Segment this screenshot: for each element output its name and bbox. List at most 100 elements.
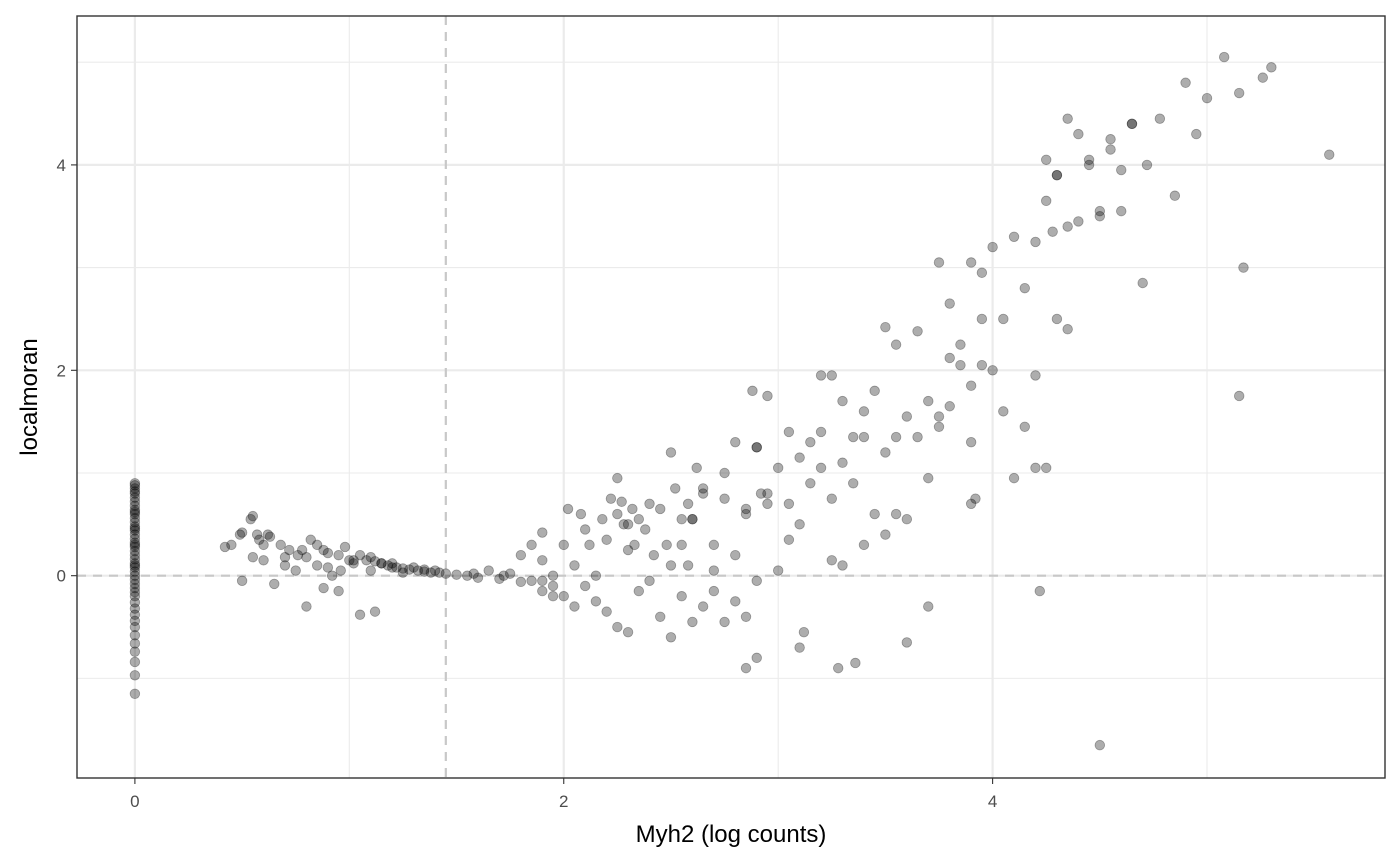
data-point <box>129 609 141 620</box>
data-point <box>440 568 452 579</box>
data-point <box>627 503 638 515</box>
data-point <box>858 406 870 417</box>
x-tick-label: 2 <box>559 792 568 811</box>
data-point <box>665 560 677 571</box>
data-point <box>1030 462 1041 474</box>
data-point <box>640 524 651 535</box>
data-point <box>526 539 537 551</box>
data-point <box>397 567 409 578</box>
data-point <box>129 630 141 641</box>
data-point <box>129 545 141 557</box>
data-point <box>311 539 323 551</box>
data-point <box>1083 154 1095 165</box>
data-point <box>129 646 141 657</box>
data-point <box>880 321 891 333</box>
data-point <box>129 621 141 633</box>
data-point <box>129 529 141 540</box>
data-point <box>129 638 141 649</box>
data-point <box>311 560 323 571</box>
data-point <box>858 431 870 443</box>
data-point <box>751 442 762 453</box>
data-point <box>1257 72 1268 83</box>
data-point <box>1051 313 1063 325</box>
data-point <box>129 603 141 614</box>
data-point <box>697 483 709 494</box>
data-point <box>547 580 559 592</box>
data-point <box>858 539 870 551</box>
data-point <box>976 267 988 278</box>
data-point <box>665 447 677 458</box>
data-point <box>1191 128 1202 140</box>
data-point <box>429 565 441 576</box>
data-point <box>365 552 376 563</box>
data-point <box>1141 159 1153 171</box>
data-point <box>1094 739 1106 751</box>
data-point <box>537 585 548 597</box>
data-point <box>740 662 752 674</box>
data-point <box>597 514 608 525</box>
data-point <box>1105 134 1116 145</box>
data-point <box>468 568 479 579</box>
data-point <box>296 544 308 556</box>
data-point <box>537 575 548 587</box>
data-point <box>382 560 394 571</box>
data-point <box>254 534 265 545</box>
data-point <box>1062 113 1073 124</box>
data-point <box>515 576 527 588</box>
data-point <box>848 478 859 489</box>
data-point <box>670 483 681 494</box>
data-point <box>322 562 334 573</box>
data-point <box>944 298 955 309</box>
data-point <box>644 575 655 587</box>
data-point <box>622 626 634 638</box>
data-point <box>1154 113 1166 124</box>
data-point <box>348 555 359 566</box>
data-point <box>301 552 312 563</box>
data-point <box>890 508 902 520</box>
data-point <box>387 562 398 573</box>
data-point <box>129 578 141 590</box>
data-point <box>965 380 977 391</box>
data-point <box>708 539 720 551</box>
data-point <box>326 570 338 581</box>
data-point <box>129 478 141 489</box>
data-point <box>569 560 580 571</box>
data-point <box>1073 216 1084 227</box>
data-point <box>129 656 141 668</box>
data-point <box>129 496 141 507</box>
data-point <box>923 472 934 484</box>
data-point <box>129 574 141 585</box>
data-point <box>798 626 810 638</box>
data-point <box>708 565 720 576</box>
data-point <box>425 567 437 578</box>
data-point <box>1126 118 1138 130</box>
data-point <box>837 560 848 571</box>
data-point <box>129 570 141 581</box>
data-point <box>515 549 527 561</box>
data-point <box>1201 92 1213 104</box>
data-point <box>833 662 844 674</box>
data-point <box>633 514 644 525</box>
data-point <box>869 385 880 397</box>
data-point <box>526 575 537 587</box>
data-point <box>605 493 617 504</box>
data-point <box>354 609 366 620</box>
data-point <box>129 582 141 594</box>
data-point <box>1266 62 1277 73</box>
data-point <box>129 483 141 494</box>
data-point <box>462 570 473 581</box>
data-point <box>129 560 141 571</box>
data-point <box>387 558 398 569</box>
data-point <box>772 462 784 474</box>
x-tick-label: 4 <box>988 792 997 811</box>
data-point <box>129 480 141 491</box>
data-point <box>751 652 762 664</box>
data-point <box>569 601 580 612</box>
data-point <box>376 558 387 569</box>
data-point <box>612 472 623 484</box>
y-tick-label: 0 <box>57 567 66 586</box>
data-point <box>129 566 141 577</box>
data-point <box>762 488 773 499</box>
data-point <box>848 431 859 443</box>
data-point <box>547 591 559 602</box>
